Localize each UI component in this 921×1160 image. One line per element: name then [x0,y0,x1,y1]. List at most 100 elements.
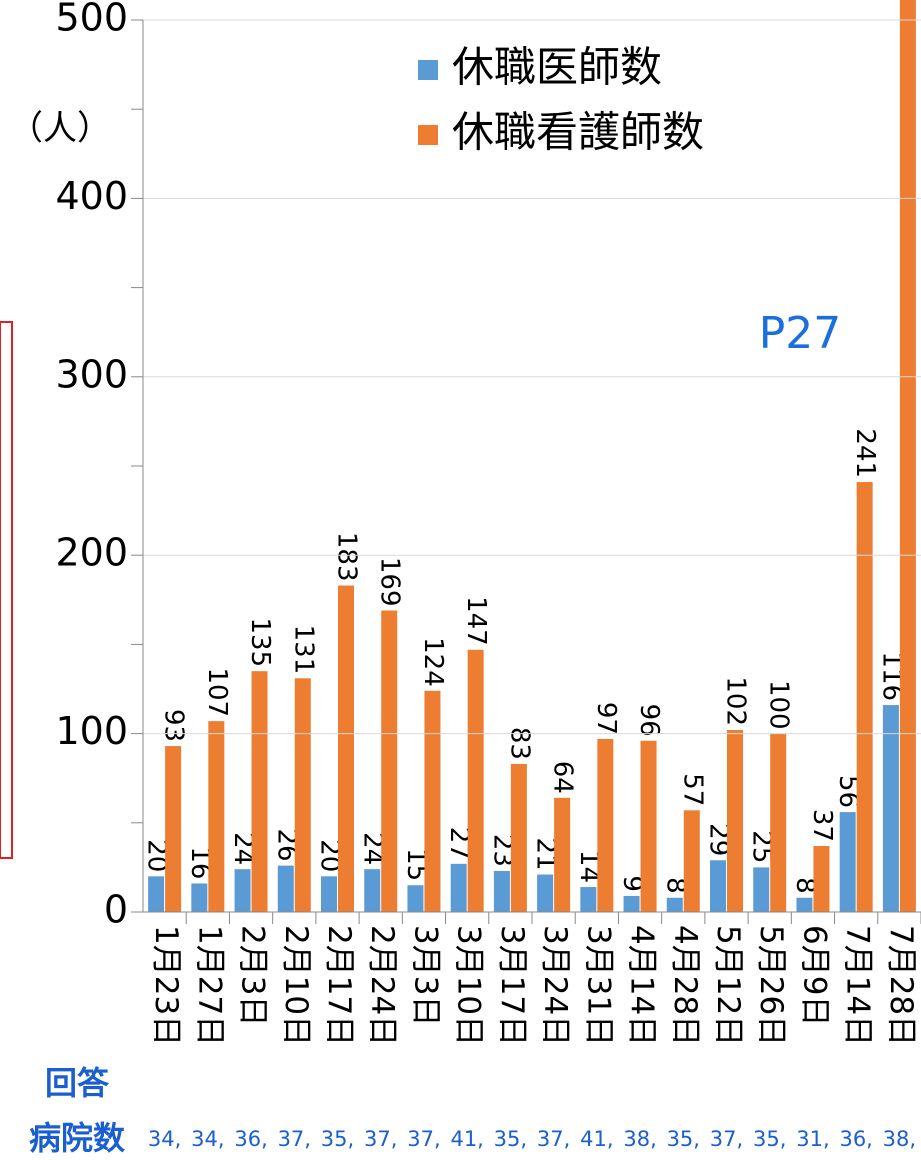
bar [510,763,527,912]
x-tick-label: 2月17日 [321,925,357,1046]
data-label: 9 [617,875,647,892]
data-label: 131 [288,625,318,675]
hospital-count: 37, [278,1127,311,1151]
hospital-count: 37, [537,1127,570,1151]
x-tick-label: 2月24日 [364,925,400,1046]
bar [640,740,657,912]
hospital-label: 回答 [45,1064,110,1102]
x-tick-label: 1月23日 [148,925,184,1046]
y-tick-label: 0 [104,888,128,932]
bar [623,895,640,912]
y-tick-label: 500 [55,0,128,40]
bar [580,887,597,912]
hospital-count: 41, [580,1127,613,1151]
hospital-count: 35, [753,1127,786,1151]
hospital-count: 35, [494,1127,527,1151]
bar [666,897,683,912]
bar [770,733,787,912]
bar [364,869,381,912]
data-label: 37 [807,809,837,842]
bar [882,705,899,912]
bar [165,746,182,912]
bar [839,812,856,912]
data-label: 97 [591,702,621,735]
x-tick-label: 4月28日 [667,925,703,1046]
bar [381,610,398,912]
hospital-count: 36, [839,1127,872,1151]
annotation: P27 [759,308,842,359]
hospital-count: 37, [407,1127,440,1151]
data-label: 64 [548,761,578,794]
bar [251,671,268,912]
frame [0,321,13,859]
bar [208,721,225,912]
x-tick-label: 3月24日 [537,925,573,1046]
x-tick-label: 2月10日 [278,925,314,1046]
data-label: 124 [418,637,448,687]
hospital-count: 37, [710,1127,743,1151]
y-tick-label: 100 [55,709,128,753]
bar [856,482,873,912]
y-tick-label: 200 [55,531,128,575]
legend-label: 休職看護師数 [452,108,704,157]
y-tick-label: 300 [55,352,128,396]
x-tick-label: 3月3日 [407,925,443,1026]
data-label: 102 [721,676,751,726]
bar [899,0,916,913]
hospital-count: 34, [148,1127,181,1151]
hospital-count: 41, [450,1127,483,1151]
data-label: 96 [634,704,664,737]
bar [277,865,294,912]
bar [710,860,726,912]
hospital-label: 病院数 [29,1119,126,1157]
data-label: 169 [375,557,405,607]
hospital-count: 31, [796,1127,829,1151]
data-label: 57 [677,773,707,806]
hospital-count: 35, [667,1127,700,1151]
bar [753,867,770,912]
bar [191,883,208,912]
x-tick-label: 3月17日 [494,925,530,1046]
hospital-count: 34, [191,1127,224,1151]
bar [796,897,813,912]
data-label: 147 [461,596,491,646]
data-label: 107 [202,667,232,717]
x-tick-label: 1月27日 [191,925,227,1046]
x-tick-label: 7月28日 [883,925,919,1046]
data-label: 8 [660,877,690,894]
bar [597,738,614,912]
hospital-count: 38, [623,1127,656,1151]
x-tick-label: 5月12日 [710,925,746,1046]
data-label: 183 [332,532,362,582]
bar [234,869,251,912]
y-tick-label: 400 [55,174,128,218]
x-tick-label: 3月10日 [451,925,487,1046]
legend-swatch [418,60,438,80]
hospital-count: 36, [234,1127,267,1151]
x-tick-label: 2月3日 [235,925,271,1026]
bar [294,678,311,912]
x-tick-label: 5月26日 [753,925,789,1046]
legend-label: 休職医師数 [452,43,662,92]
bar [407,885,424,912]
data-label: 100 [764,680,794,730]
hospital-count: 37, [364,1127,397,1151]
bar [813,845,830,912]
bar [467,649,484,912]
y-axis-label: （人） [9,109,111,149]
plot-area: 2093161072413526131201832416915124271472… [142,0,916,913]
bar [450,863,467,912]
data-label: 93 [159,709,189,742]
x-tick-label: 7月14日 [840,925,876,1046]
bar [537,874,554,912]
x-tick-label: 6月9日 [796,925,832,1026]
hospital-count: 38, [883,1127,916,1151]
bar [424,690,441,912]
bar [554,797,571,912]
bar [683,810,700,912]
bar [321,876,337,912]
bar [338,585,354,912]
legend-swatch [418,125,438,145]
hospital-count: 35, [321,1127,354,1151]
